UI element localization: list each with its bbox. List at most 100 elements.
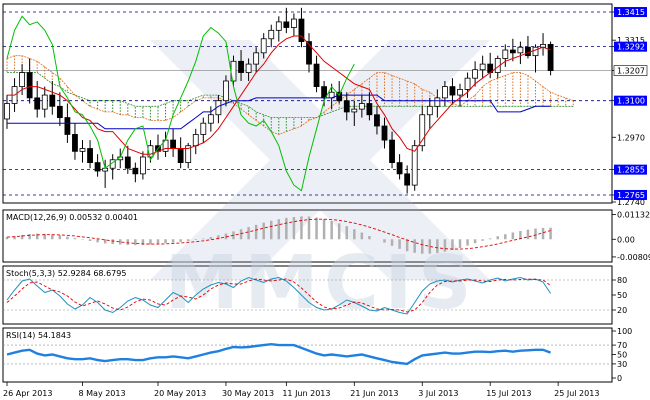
indicator-axis-label: 30: [617, 360, 627, 369]
candle-body: [87, 148, 93, 163]
indicator-axis-label: 70: [617, 341, 627, 350]
candle-body: [321, 86, 328, 99]
candle-body: [306, 41, 312, 65]
price-level-lines: [3, 11, 612, 196]
candle-body: [419, 114, 426, 147]
price-label: 1.2765: [617, 191, 645, 200]
watermark-logo: [150, 40, 490, 280]
indicator-axis-label: 20: [617, 306, 627, 315]
macd-label: MACD(12,26,9) 0.00532 0.00401: [6, 213, 138, 222]
tenkan-sen-line: [7, 35, 551, 155]
indicator-axis-label: -0.00809: [617, 253, 650, 262]
candle-body: [19, 72, 26, 88]
candle-body: [298, 18, 305, 42]
candle-body: [207, 114, 214, 124]
candle-body: [547, 44, 554, 71]
price-label-box: [614, 164, 647, 175]
candle-body: [41, 94, 48, 110]
date-label: 25 Jul 2013: [554, 389, 599, 398]
candle-body: [502, 49, 509, 59]
rsi-panel: [2, 327, 613, 383]
senkou-span-a: [6, 55, 574, 135]
candle-body: [389, 139, 395, 163]
candle-body: [147, 145, 154, 158]
price-label: 1.2855: [617, 166, 645, 175]
candle-body: [457, 89, 463, 96]
candle-body: [79, 148, 86, 152]
candle-body: [4, 103, 10, 120]
macd-panel: [2, 209, 613, 263]
price-label: 1.3292: [617, 43, 645, 52]
kijun-sen-line: [7, 94, 551, 130]
candle-body: [411, 145, 418, 186]
candle-body: [170, 139, 177, 149]
candle-body: [525, 46, 531, 57]
candle-body: [26, 72, 33, 99]
candle-body: [94, 162, 101, 172]
price-label-box: [614, 189, 647, 200]
stoch-label: Stoch(5,3,3) 52.9284 68.6795: [6, 269, 126, 278]
indicator-axis-label: 100: [617, 327, 632, 336]
indicator-axis-label: 0.00: [617, 235, 635, 244]
current-price-box: [613, 65, 648, 76]
price-label: 1.2740: [617, 198, 645, 207]
candle-body: [479, 63, 486, 71]
stoch-series: [3, 276, 612, 315]
price-label-box: [614, 7, 647, 18]
candle-body: [238, 60, 244, 73]
candle-body: [313, 63, 320, 88]
candle-body: [351, 108, 358, 113]
candle-body: [374, 114, 380, 127]
price-label: 1.3415: [617, 8, 645, 17]
candle-body: [56, 105, 63, 118]
stoch-main-line: [6, 276, 552, 315]
rsi-label: RSI(14) 54.1843: [6, 331, 71, 340]
stoch-signal-line: [6, 278, 551, 313]
price-label: 1.3315: [617, 36, 645, 45]
candle-body: [366, 103, 373, 116]
candle-body: [253, 52, 260, 65]
candle-body: [177, 148, 184, 163]
indicator-axis-label: 0.01132: [617, 211, 650, 220]
date-label: 8 May 2013: [79, 389, 126, 398]
candle-body: [268, 29, 275, 40]
indicator-axis-label: 50: [617, 351, 627, 360]
candle-body: [449, 86, 456, 96]
candle-body: [404, 173, 411, 186]
rsi-line: [6, 342, 552, 366]
date-label: 20 May 2013: [154, 389, 206, 398]
candlesticks: [4, 7, 554, 194]
candle-body: [124, 156, 131, 169]
macd-signal-line: [6, 218, 551, 250]
price-label: 1.3100: [617, 97, 645, 106]
price-label: 1.3207: [617, 67, 645, 76]
price-label-box: [614, 95, 647, 106]
date-label: 11 Jun 2013: [282, 389, 330, 398]
date-label: 3 Jul 2013: [418, 389, 458, 398]
date-label: 15 Jul 2013: [486, 389, 531, 398]
candle-body: [441, 86, 448, 99]
candle-body: [290, 18, 297, 28]
candle-body: [185, 145, 192, 163]
candle-body: [517, 46, 524, 54]
candle-body: [283, 21, 290, 28]
candle-body: [34, 97, 41, 110]
date-label: 21 Jun 2013: [350, 389, 398, 398]
candle-body: [72, 134, 78, 152]
candle-body: [223, 80, 229, 102]
candle-body: [64, 117, 71, 135]
candle-body: [358, 103, 365, 110]
chikou-span-line: [6, 15, 355, 192]
indicator-axis-label: 0: [617, 374, 622, 383]
candle-body: [509, 49, 516, 54]
candle-body: [396, 162, 403, 175]
ichimoku-lines: [6, 15, 551, 192]
macd-series: [5, 216, 552, 254]
candle-body: [139, 156, 146, 175]
candle-body: [245, 63, 252, 73]
price-label: 1.2970: [617, 133, 645, 142]
candle-body: [49, 94, 56, 107]
candle-body: [260, 38, 267, 54]
